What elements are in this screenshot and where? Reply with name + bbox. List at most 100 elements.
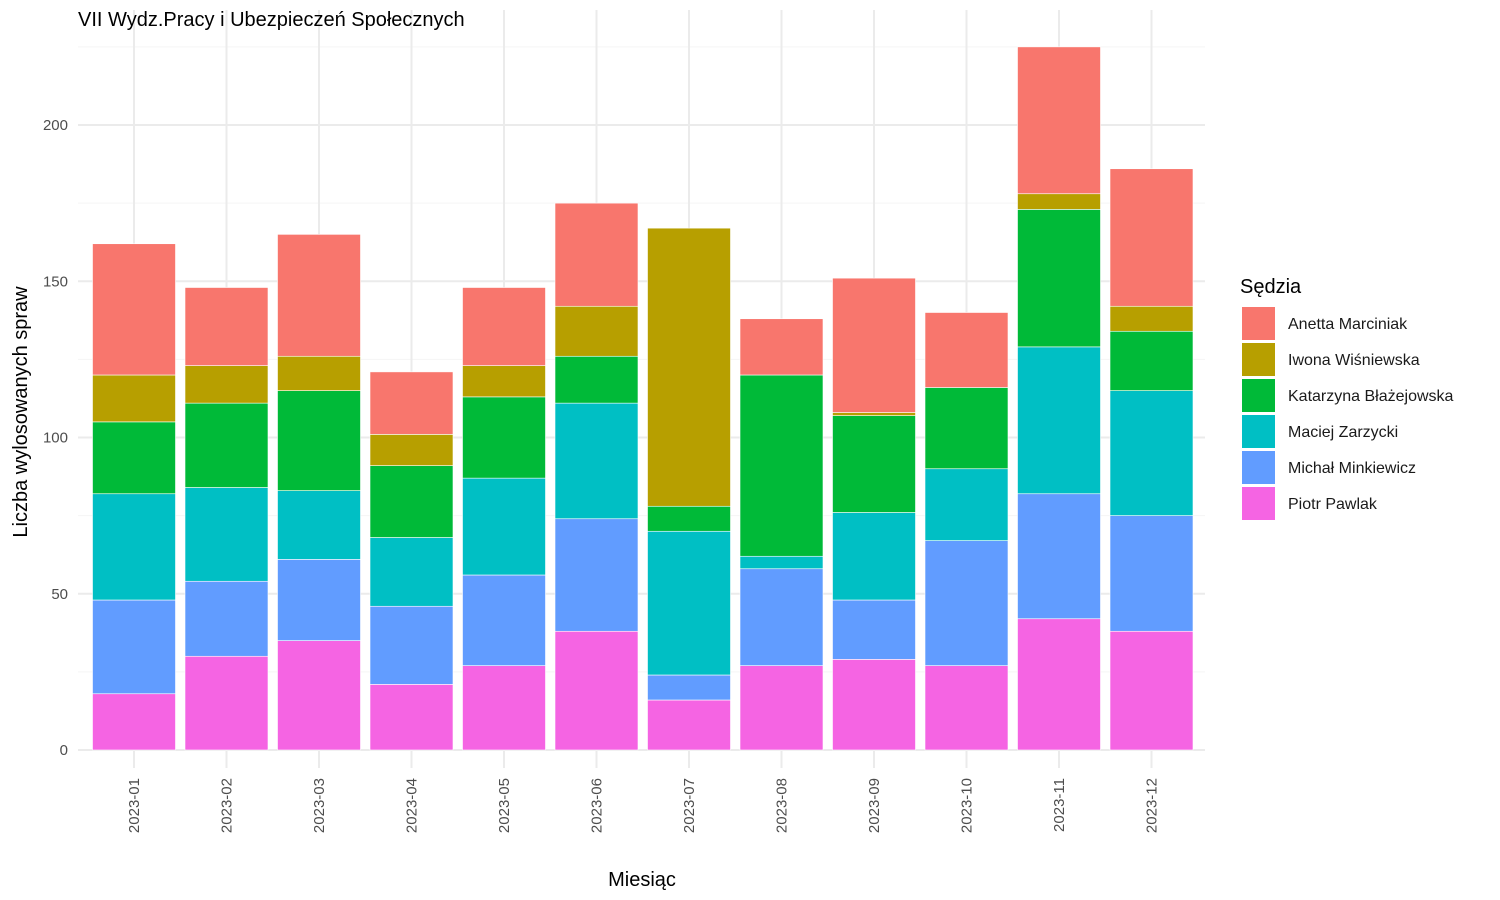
y-axis-title: Liczba wylosowanych spraw [10,286,32,538]
x-axis-title: Miesiąc [608,869,676,891]
bar-segment [832,512,916,601]
legend-swatch [1242,343,1275,376]
bar-segment [832,415,916,513]
bar-segment [924,540,1009,666]
bar-segment [554,630,639,751]
legend-label: Katarzyna Błażejowska [1288,388,1454,405]
bar-segment [184,580,269,657]
x-tick-label: 2023-02 [219,778,236,833]
bar-segment [924,665,1009,751]
bar-segment [739,665,824,751]
legend: Sędzia Anetta Marciniak Iwona Wiśniewska K… [1240,276,1454,520]
bar-segment [1017,493,1101,620]
bar-segment [92,374,176,423]
bar-segment [184,365,269,404]
x-tick-label: 2023-12 [1144,778,1161,833]
bar-segment [832,412,916,416]
bar-segment [369,684,454,751]
bar-segment [1017,346,1101,495]
x-tick-label: 2023-07 [681,778,698,833]
x-tick-label: 2023-10 [959,778,976,833]
x-tick-label: 2023-06 [589,778,606,833]
bar-segment [647,530,731,676]
bar-segment [832,599,916,660]
bar-segment [369,605,454,685]
bar-segment [462,665,546,751]
bar-segment [277,355,361,391]
bar-segment [92,421,176,495]
y-tick-label: 50 [51,586,68,603]
bar-segment [462,477,546,576]
y-axis-ticks: 0 50 100 150 200 [43,117,68,759]
bar-segment [739,318,824,376]
x-tick-label: 2023-04 [404,778,421,833]
bar-segment [924,468,1009,541]
bar-segment [277,234,361,357]
bar-segment [277,640,361,751]
bar-segment [92,599,176,695]
legend-label: Anetta Marciniak [1288,316,1408,333]
bar-segment [739,374,824,557]
bar-segment [1109,515,1194,632]
bar-segment [369,465,454,538]
bar-segment [92,493,176,601]
bar-segment [1017,618,1101,751]
bar-segment [1109,330,1194,391]
x-axis-ticks: 2023-01 2023-02 2023-03 2023-04 2023-05 2023-… [126,778,1161,833]
bar-segment [184,402,269,488]
bar-segment [1109,168,1194,307]
bar-segment [184,287,269,366]
bar-segment [554,402,639,520]
bar-segment [554,305,639,357]
legend-swatch [1242,415,1275,448]
bar-segment [92,243,176,376]
bar-segment [1017,46,1101,195]
bar-segment [647,227,731,507]
bar-segment [369,434,454,466]
bar-segment [924,387,1009,470]
legend-label: Maciej Zarzycki [1288,424,1398,441]
legend-swatch [1242,487,1275,520]
bar-segment [92,693,176,751]
bar-segment [462,396,546,479]
x-tick-label: 2023-05 [496,778,513,833]
bar-segment [462,287,546,366]
legend-label: Iwona Wiśniewska [1288,352,1420,369]
legend-swatch [1242,379,1275,412]
bar-segment [1109,305,1194,332]
bar-segment [739,555,824,570]
legend-swatch [1242,307,1275,340]
bar-segment [1017,209,1101,348]
bar-segment [277,559,361,641]
y-tick-label: 150 [43,273,68,290]
bar-segment [554,518,639,632]
bar-segment [277,390,361,491]
x-tick-label: 2023-09 [866,778,883,833]
bar-segment [277,490,361,560]
chart-title: VII Wydz.Pracy i Ubezpieczeń Społecznych [78,9,465,31]
x-tick-label: 2023-01 [126,778,143,833]
bar-segment [739,568,824,666]
bar-segment [1109,390,1194,516]
bar-segment [369,371,454,435]
bar-segment [369,537,454,607]
bar-segment [554,355,639,404]
bar-segment [184,655,269,751]
legend-label: Michał Minkiewicz [1288,460,1416,477]
bars [92,46,1194,751]
bar-segment [832,659,916,751]
bar-segment [1017,193,1101,210]
x-tick-label: 2023-11 [1051,778,1068,832]
legend-label: Piotr Pawlak [1288,496,1378,513]
x-tick-label: 2023-08 [774,778,791,833]
bar-segment [554,202,639,307]
bar-segment [462,574,546,666]
bar-segment [462,365,546,398]
bar-segment [647,674,731,701]
y-tick-label: 0 [60,742,68,759]
legend-title: Sędzia [1240,276,1302,298]
y-tick-label: 100 [43,430,68,447]
bar-segment [647,699,731,751]
bar-segment [647,505,731,532]
